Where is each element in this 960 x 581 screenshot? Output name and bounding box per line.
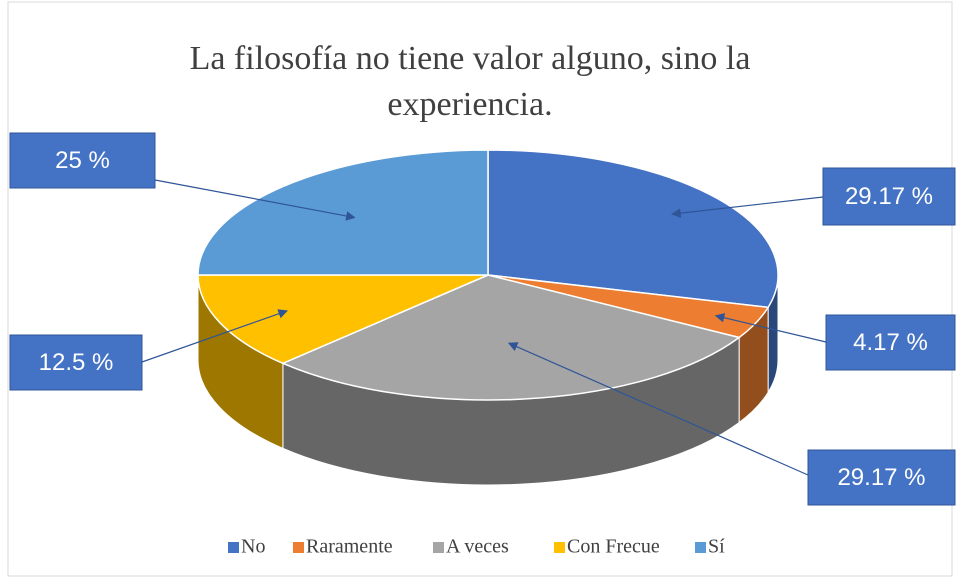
legend-label: A veces <box>446 536 509 558</box>
data-label: 29.17 % <box>845 183 933 210</box>
data-label-box <box>9 334 143 391</box>
leader-line <box>141 309 288 363</box>
legend-swatch <box>695 542 706 553</box>
data-label: 4.17 % <box>853 329 928 356</box>
pie-slice <box>280 274 741 401</box>
data-label: 12.5 % <box>39 349 114 376</box>
data-label: 25 % <box>55 147 110 174</box>
data-label: 29.17 % <box>837 464 925 491</box>
chart-title: La filosofía no tiene valor alguno, sino… <box>189 40 751 123</box>
legend-swatch <box>433 542 444 553</box>
data-label-box <box>807 449 956 506</box>
leader-line <box>671 196 824 218</box>
pie-slice <box>197 149 489 276</box>
data-label-box <box>9 132 156 189</box>
legend-swatch <box>554 542 565 553</box>
leader-line <box>714 313 827 343</box>
legend-label: Con Frecue <box>567 536 660 558</box>
legend-swatch <box>293 542 304 553</box>
leader-line <box>154 179 356 221</box>
legend-label: No <box>241 536 265 558</box>
data-label-box <box>822 167 956 226</box>
data-label-box <box>825 314 956 371</box>
legend-label: Raramente <box>306 536 393 558</box>
pie-slice <box>197 274 489 365</box>
pie-slice <box>487 149 779 309</box>
leader-line <box>507 342 809 476</box>
legend-label: Sí <box>708 536 725 558</box>
chart-border <box>7 1 953 577</box>
legend-swatch <box>228 542 239 553</box>
